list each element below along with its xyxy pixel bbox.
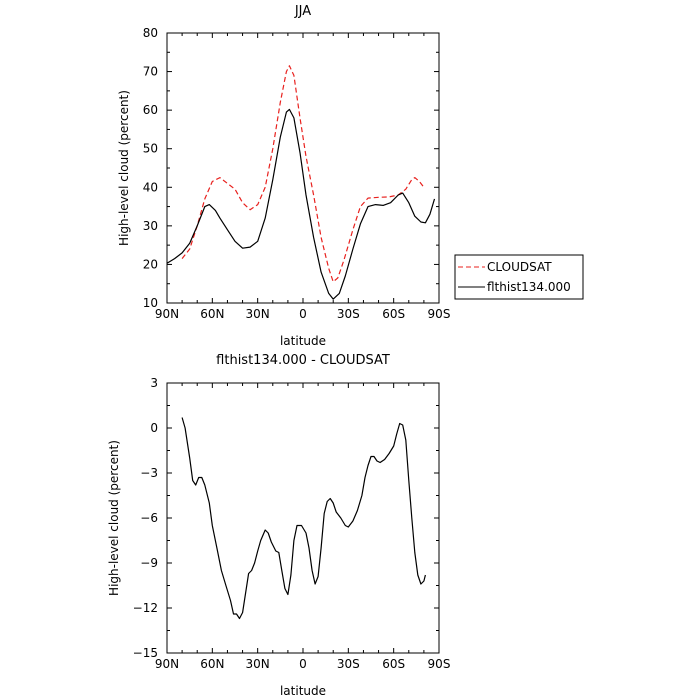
- bottom-ytick-label: 3: [150, 376, 158, 390]
- bottom-xtick-label: 90N: [155, 657, 179, 671]
- bottom-panel: flthist134.000 - CLOUDSAT 90N 60N 30N 0 30S 6…: [107, 353, 450, 698]
- top-ytick-label: 80: [143, 26, 158, 40]
- top-ytick-label: 10: [143, 296, 158, 310]
- bottom-series: [181, 417, 426, 620]
- bottom-ticks: 90N 60N 30N 0 30S 60S 90S −15 −12 −9 −6 −3 0 3: [133, 376, 451, 671]
- top-plot-frame: [166, 32, 440, 304]
- bottom-ytick-label: −15: [133, 646, 158, 660]
- top-xtick-label: 0: [299, 307, 307, 321]
- legend: CLOUDSAT flthist134.000: [454, 254, 584, 300]
- top-ytick-label: 30: [143, 219, 158, 233]
- top-xtick-label: 90S: [428, 307, 451, 321]
- top-series: [166, 65, 436, 300]
- bottom-xtick-label: 90S: [428, 657, 451, 671]
- bottom-ytick-label: −6: [140, 511, 158, 525]
- bottom-title: flthist134.000 - CLOUDSAT: [216, 353, 390, 368]
- bottom-xtick-label: 30N: [246, 657, 270, 671]
- legend-box: [454, 254, 584, 300]
- legend-label-cloudsat: CLOUDSAT: [487, 260, 552, 274]
- top-x-axis-label: latitude: [280, 334, 326, 348]
- bottom-xtick-label: 30S: [337, 657, 360, 671]
- top-ytick-label: 70: [143, 65, 158, 79]
- top-ytick-label: 60: [143, 103, 158, 117]
- bottom-ytick-label: −3: [140, 466, 158, 480]
- bottom-plot-frame: [166, 382, 440, 654]
- bottom-xtick-label: 0: [299, 657, 307, 671]
- top-xtick-label: 60S: [382, 307, 405, 321]
- top-y-axis-label: High-level cloud (percent): [117, 90, 131, 246]
- bottom-ytick-label: −12: [133, 601, 158, 615]
- top-xtick-label: 60N: [200, 307, 224, 321]
- top-panel: JJA 90N 60N 30N 0 30S 60S 90S1020304050607080 …: [117, 4, 450, 348]
- bottom-series-line-0: [181, 417, 426, 620]
- top-ytick-label: 50: [143, 142, 158, 156]
- bottom-xtick-label: 60N: [200, 657, 224, 671]
- bottom-y-axis-label: High-level cloud (percent): [107, 440, 121, 596]
- top-series-line-0: [181, 65, 425, 283]
- legend-label-flthist: flthist134.000: [487, 280, 571, 294]
- top-series-line-1: [166, 108, 436, 300]
- top-xtick-label: 30N: [246, 307, 270, 321]
- top-ytick-label: 20: [143, 257, 158, 271]
- top-ytick-label: 40: [143, 180, 158, 194]
- top-title: JJA: [294, 4, 311, 19]
- bottom-ytick-label: −9: [140, 556, 158, 570]
- bottom-ytick-label: 0: [150, 421, 158, 435]
- top-ticks: 90N 60N 30N 0 30S 60S 90S 10 20 30 40 50 60 70 80: [143, 26, 451, 321]
- bottom-x-axis-label: latitude: [280, 684, 326, 698]
- top-xtick-label: 90N: [155, 307, 179, 321]
- top-xtick-label: 30S: [337, 307, 360, 321]
- bottom-xtick-label: 60S: [382, 657, 405, 671]
